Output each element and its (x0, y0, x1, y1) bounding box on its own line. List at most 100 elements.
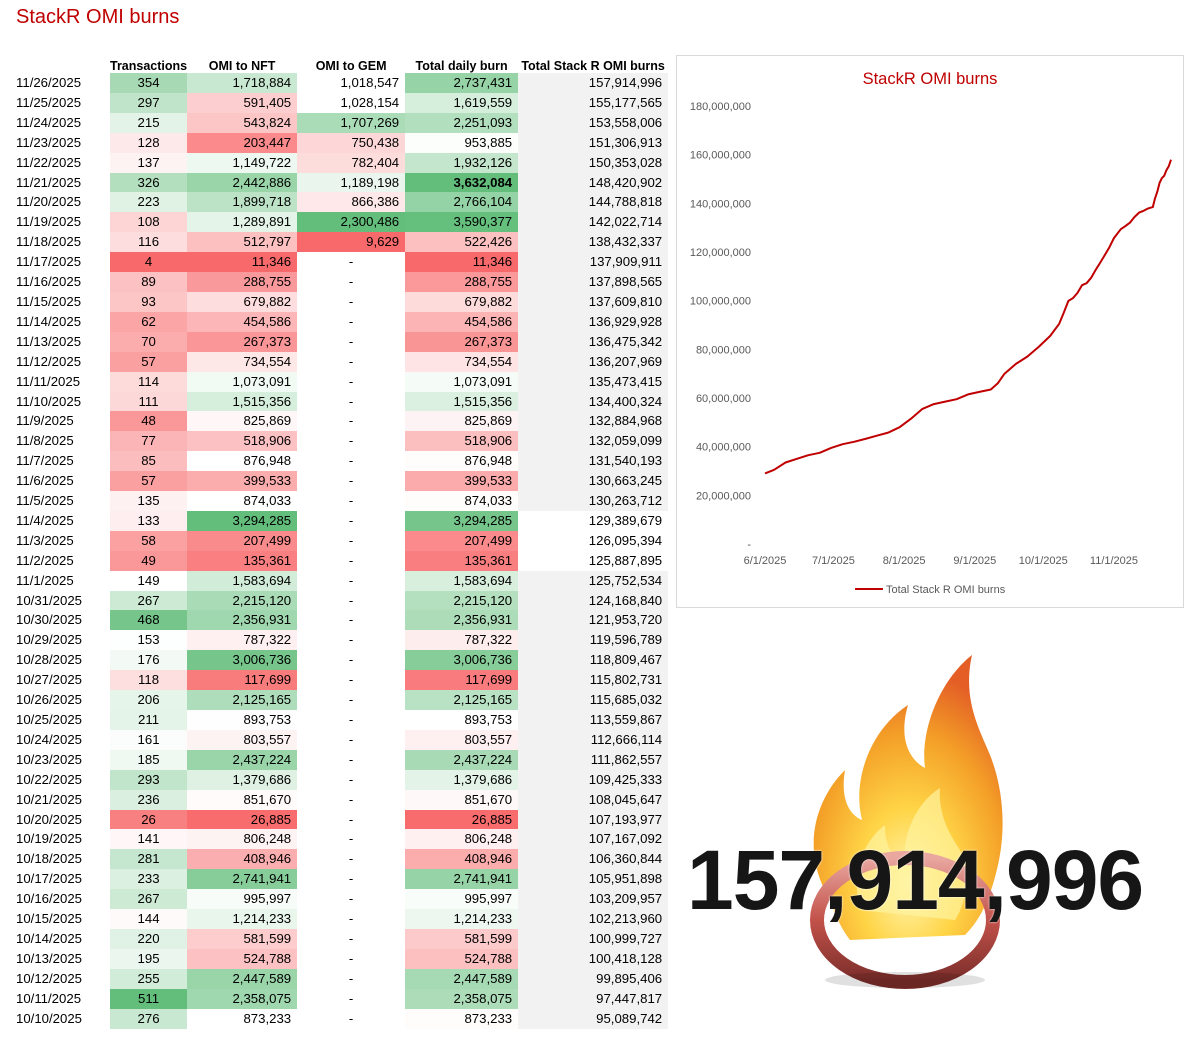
cell-transactions: 195 (110, 948, 188, 969)
ring-shadow (825, 972, 985, 988)
cell-transactions: 468 (110, 610, 188, 631)
cell-date: 10/16/2025 (16, 891, 83, 907)
cell-total-daily-burn: 117,699 (405, 670, 519, 691)
burn-table: Transactions OMI to NFT OMI to GEM Total… (14, 55, 669, 1029)
cell-omi-to-gem: - (348, 751, 354, 767)
cell-omi-to-gem: - (348, 592, 354, 608)
table-row: 11/23/2025 128 203,447 750,438 953,885 151,30… (14, 132, 669, 153)
cell-total-burns: 130,663,245 (518, 471, 669, 492)
cell-date: 10/29/2025 (16, 632, 83, 648)
cell-omi-to-gem: 1,018,547 (297, 73, 406, 93)
cell-transactions: 4 (110, 252, 188, 273)
y-tick-label: 140,000,000 (690, 198, 751, 210)
legend-label: Total Stack R OMI burns (886, 584, 1006, 596)
cell-total-daily-burn: 26,885 (405, 809, 519, 830)
cell-date: 11/9/2025 (16, 413, 74, 429)
cell-total-daily-burn: 1,932,126 (405, 152, 519, 173)
cell-transactions: 185 (110, 749, 188, 770)
cell-omi-to-gem: - (348, 552, 354, 568)
cell-total-burns: 97,447,817 (518, 988, 669, 1009)
table-row: 11/13/2025 70 267,373-267,373 136,475,342 (14, 331, 669, 352)
cell-omi-to-nft: 874,033 (187, 491, 298, 511)
cell-date: 10/28/2025 (16, 652, 83, 668)
cell-total-burns: 148,420,902 (518, 172, 669, 193)
cell-omi-to-nft: 2,215,120 (187, 590, 298, 611)
table-row: 10/16/2025 267 995,997-995,997 103,209,957 (14, 889, 669, 910)
table-row: 10/28/2025 176 3,006,736-3,006,736 118,809,… (14, 650, 669, 671)
cell-omi-to-gem: - (348, 771, 354, 787)
cell-omi-to-nft: 3,294,285 (187, 510, 298, 531)
cell-total-burns: 144,788,818 (518, 192, 669, 213)
table-row: 10/23/2025 185 2,437,224-2,437,224 111,862,… (14, 749, 669, 770)
cell-total-daily-burn: 2,356,931 (405, 610, 519, 631)
cell-date: 10/31/2025 (16, 592, 83, 608)
cell-omi-to-gem: 750,438 (297, 132, 406, 153)
cell-omi-to-nft: 876,948 (187, 451, 298, 472)
cell-transactions: 293 (110, 769, 188, 790)
cell-date: 10/17/2025 (16, 871, 83, 887)
cell-total-daily-burn: 2,741,941 (405, 869, 519, 890)
header-date (14, 55, 110, 73)
cell-total-burns: 142,022,714 (518, 212, 669, 233)
cell-transactions: 144 (110, 909, 188, 929)
cell-omi-to-gem: - (348, 532, 354, 548)
cell-total-burns: 130,263,712 (518, 491, 669, 511)
cell-date: 11/19/2025 (16, 214, 82, 230)
cell-date: 11/14/2025 (16, 313, 82, 329)
cell-omi-to-nft: 1,718,884 (187, 73, 298, 93)
cell-total-burns: 102,213,960 (518, 909, 669, 929)
page-title: StackR OMI burns (16, 6, 180, 28)
cell-transactions: 220 (110, 928, 188, 949)
x-tick-label: 6/1/2025 (744, 555, 787, 567)
cell-transactions: 62 (110, 311, 188, 332)
cell-omi-to-nft: 734,554 (187, 351, 298, 372)
table-row: 11/18/2025 116 512,797 9,629 522,426 138,432,… (14, 232, 669, 253)
cell-total-daily-burn: 522,426 (405, 232, 519, 253)
cell-date: 11/26/2025 (16, 75, 82, 90)
cell-date: 10/15/2025 (16, 911, 83, 927)
table-row: 10/25/2025 211 893,753-893,753 113,559,867 (14, 710, 669, 730)
cell-omi-to-gem: - (348, 373, 354, 389)
y-tick-label: 120,000,000 (690, 247, 751, 259)
cell-total-burns: 95,089,742 (518, 1008, 669, 1029)
cell-total-burns: 137,898,565 (518, 272, 669, 292)
cell-total-daily-burn: 803,557 (405, 729, 519, 750)
cell-transactions: 77 (110, 431, 188, 452)
cell-total-burns: 118,809,467 (518, 650, 669, 671)
cell-total-daily-burn: 1,515,356 (405, 391, 519, 412)
header-total-burns: Total Stack R OMI burns (521, 59, 665, 73)
cell-omi-to-nft: 3,006,736 (187, 650, 298, 671)
cell-total-burns: 115,685,032 (518, 690, 669, 710)
cell-omi-to-gem: - (348, 930, 354, 946)
cell-omi-to-nft: 1,515,356 (187, 391, 298, 412)
cell-total-burns: 103,209,957 (518, 889, 669, 910)
cell-omi-to-gem: - (348, 891, 354, 907)
ring-shape (810, 851, 1000, 989)
table-row: 10/20/2025 26 26,885-26,885 107,193,977 (14, 809, 669, 830)
cell-total-daily-burn: 876,948 (405, 451, 519, 472)
cell-total-burns: 137,609,810 (518, 291, 669, 312)
cell-total-burns: 134,400,324 (518, 391, 669, 412)
cell-total-burns: 124,168,840 (518, 590, 669, 611)
table-row: 10/14/2025 220 581,599-581,599 100,999,727 (14, 928, 669, 949)
x-axis: 6/1/2025 7/1/2025 8/1/2025 9/1/2025 10/1/202… (744, 555, 1138, 567)
cell-omi-to-nft: 1,379,686 (187, 769, 298, 790)
cell-omi-to-gem: 1,028,154 (297, 92, 406, 113)
cell-omi-to-gem: - (348, 293, 354, 309)
cell-transactions: 281 (110, 849, 188, 870)
table-row: 10/12/2025 255 2,447,589-2,447,589 99,895,4… (14, 968, 669, 989)
cell-omi-to-nft: 2,358,075 (187, 988, 298, 1009)
cell-omi-to-nft: 787,322 (187, 630, 298, 651)
cell-omi-to-nft: 1,289,891 (187, 212, 298, 233)
cell-omi-to-gem: 9,629 (297, 232, 406, 253)
cell-omi-to-gem: - (348, 493, 354, 509)
cell-total-daily-burn: 3,006,736 (405, 650, 519, 671)
cell-total-burns: 112,666,114 (518, 729, 669, 750)
cell-date: 11/15/2025 (16, 293, 82, 309)
cell-omi-to-nft: 581,599 (187, 928, 298, 949)
x-tick-label: 10/1/2025 (1019, 555, 1068, 567)
cell-omi-to-nft: 518,906 (187, 431, 298, 452)
cell-omi-to-nft: 591,405 (187, 92, 298, 113)
cell-transactions: 326 (110, 172, 188, 193)
cell-transactions: 85 (110, 451, 188, 472)
